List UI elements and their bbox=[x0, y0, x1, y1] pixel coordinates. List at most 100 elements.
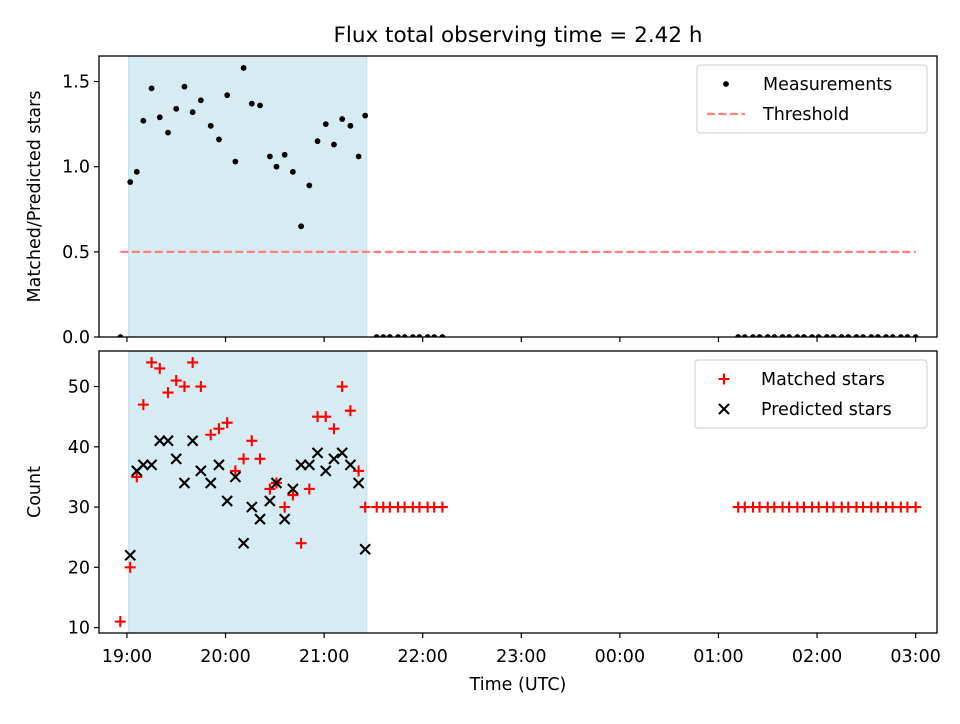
measurement-point bbox=[838, 334, 845, 337]
legend-marker bbox=[718, 403, 730, 415]
y-tick-label: 20 bbox=[68, 558, 90, 578]
matched-point bbox=[137, 399, 149, 411]
y-tick-label: 1.0 bbox=[62, 158, 90, 178]
measurement-point bbox=[339, 116, 346, 122]
predicted-point bbox=[320, 465, 332, 477]
measurement-point bbox=[401, 334, 408, 337]
measurement-point bbox=[281, 151, 288, 158]
series-predicted-stars bbox=[124, 435, 371, 562]
measurement-point bbox=[266, 153, 273, 160]
measurement-point bbox=[815, 334, 822, 337]
y-tick-label: 0.0 bbox=[62, 328, 90, 348]
matched-point bbox=[238, 453, 250, 465]
predicted-point bbox=[264, 495, 276, 507]
measurement-point bbox=[289, 168, 296, 175]
predicted-point bbox=[295, 459, 307, 471]
measurement-point bbox=[181, 83, 188, 90]
series-measurements bbox=[117, 65, 919, 337]
y-axis-label: Matched/Predicted stars bbox=[25, 91, 45, 303]
measurement-point bbox=[257, 102, 263, 109]
x-axis-label: Time (UTC) bbox=[469, 675, 567, 695]
measurement-point bbox=[897, 334, 904, 337]
measurement-point bbox=[224, 92, 231, 99]
predicted-point bbox=[237, 537, 250, 549]
measurement-point bbox=[874, 334, 881, 337]
predicted-point bbox=[221, 495, 233, 507]
measurement-point bbox=[322, 121, 329, 128]
measurement-point bbox=[868, 334, 875, 337]
matched-point bbox=[344, 405, 356, 417]
matched-point bbox=[320, 411, 332, 423]
measurement-point bbox=[380, 334, 387, 337]
predicted-point bbox=[178, 477, 191, 489]
legend: Matched stars Predicted stars bbox=[694, 359, 928, 429]
measurement-point bbox=[779, 334, 786, 337]
measurement-point bbox=[189, 109, 196, 116]
x-tick-label: 20:00 bbox=[200, 647, 250, 667]
predicted-point bbox=[311, 447, 324, 459]
predicted-point bbox=[229, 471, 242, 483]
predicted-point bbox=[154, 435, 166, 447]
measurement-point bbox=[801, 334, 807, 337]
matched-point bbox=[254, 453, 266, 465]
measurement-point bbox=[232, 158, 239, 165]
predicted-point bbox=[246, 501, 258, 513]
measurement-point bbox=[306, 182, 313, 189]
matched-point bbox=[170, 375, 182, 387]
measurement-point bbox=[750, 334, 756, 337]
predicted-point bbox=[186, 435, 199, 447]
x-tick-label: 00:00 bbox=[595, 647, 645, 667]
matched-point bbox=[195, 381, 207, 393]
predicted-point bbox=[213, 459, 225, 471]
measurement-point bbox=[314, 138, 321, 145]
count-panel: 10 20 30 40 50 19:00 20:00 21:00 22:00 23:00 00:00… bbox=[25, 350, 941, 695]
matched-point bbox=[359, 501, 371, 513]
y-tick-label: 40 bbox=[68, 438, 90, 458]
measurement-point bbox=[395, 334, 401, 337]
measurement-point bbox=[830, 334, 837, 337]
measurement-point bbox=[735, 334, 742, 337]
measurement-point bbox=[416, 334, 423, 337]
matched-point bbox=[436, 501, 448, 513]
x-tick-label: 22:00 bbox=[397, 647, 447, 667]
ratio-panel: 0.0 0.5 1.0 1.5 Matched/Predicted stars Measu… bbox=[25, 55, 938, 348]
figure-title: Flux total observing time = 2.42 h bbox=[334, 23, 703, 48]
legend: Measurements Threshold bbox=[696, 64, 928, 134]
measurement-point bbox=[824, 334, 830, 337]
matched-point bbox=[279, 501, 291, 513]
legend-marker bbox=[723, 81, 729, 87]
matched-point bbox=[178, 381, 190, 393]
measurement-point bbox=[173, 105, 180, 112]
y-tick-label: 30 bbox=[68, 498, 90, 518]
predicted-point bbox=[204, 477, 217, 489]
measurement-point bbox=[741, 334, 748, 337]
series-layer bbox=[117, 65, 919, 337]
predicted-point bbox=[195, 465, 207, 477]
x-tick-label: 19:00 bbox=[102, 647, 152, 667]
x-tick-label: 02:00 bbox=[792, 647, 842, 667]
measurement-point bbox=[409, 334, 416, 337]
matched-point bbox=[114, 616, 126, 628]
matched-point bbox=[162, 387, 174, 399]
predicted-point bbox=[278, 513, 291, 525]
matched-point bbox=[336, 381, 348, 393]
predicted-point bbox=[270, 477, 283, 489]
measurement-point bbox=[373, 334, 380, 337]
axes-frame bbox=[98, 55, 938, 338]
x-tick-label: 03:00 bbox=[890, 647, 940, 667]
observing-window-span bbox=[128, 55, 368, 338]
legend-label: Measurements bbox=[763, 75, 892, 95]
measurement-point bbox=[889, 334, 896, 337]
measurement-point bbox=[756, 334, 763, 337]
measurement-point bbox=[197, 97, 204, 104]
matched-point bbox=[205, 429, 217, 441]
predicted-point bbox=[287, 483, 299, 495]
predicted-point bbox=[137, 459, 150, 471]
matched-point bbox=[131, 471, 143, 483]
measurement-point bbox=[904, 334, 911, 337]
measurement-point bbox=[362, 112, 369, 119]
measurement-point bbox=[439, 334, 446, 337]
matched-point bbox=[213, 423, 225, 435]
legend-label: Threshold bbox=[762, 105, 849, 125]
